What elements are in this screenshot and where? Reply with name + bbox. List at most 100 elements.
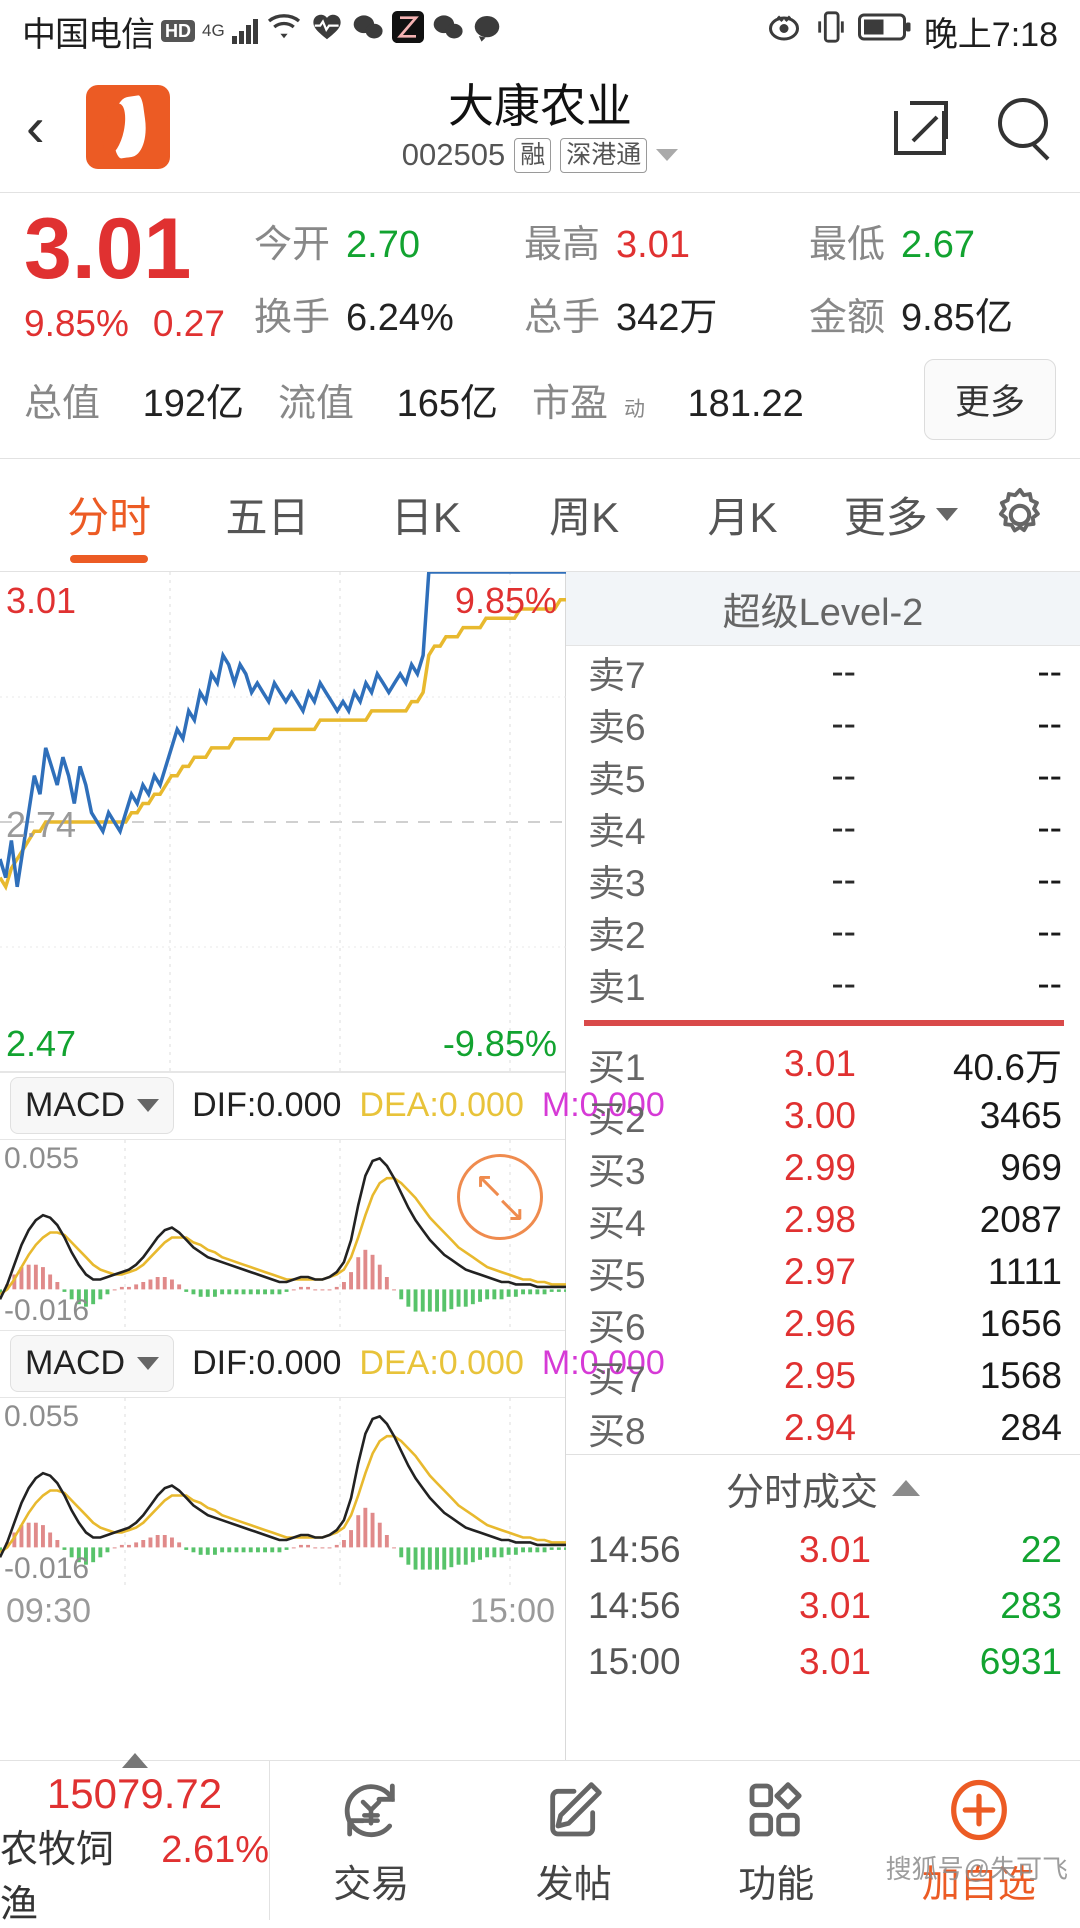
nav-post[interactable]: 发帖 <box>473 1761 676 1920</box>
intraday-chart[interactable]: 3.01 9.85% 2.74 2.47 -9.85% <box>0 572 565 1072</box>
field-low-value: 2.67 <box>901 224 975 267</box>
orderbook-price: 2.97 <box>708 1251 902 1293</box>
expand-chart-button[interactable]: ↖ ↘ <box>457 1154 543 1240</box>
orderbook-volume: 1568 <box>902 1355 1062 1397</box>
level2-header[interactable]: 超级Level-2 <box>566 572 1080 646</box>
chart-label-mid-left: 2.74 <box>6 804 76 846</box>
chevron-down-icon[interactable] <box>656 149 678 161</box>
orderbook-price: -- <box>708 859 902 901</box>
change-absolute: 0.27 <box>153 303 225 345</box>
indicator-select-2[interactable]: MACD <box>10 1335 174 1392</box>
tab-dayk[interactable]: 日K <box>347 484 505 545</box>
macd-dif-1: DIF:0.000 <box>192 1086 341 1125</box>
header-bar: ‹ 大康农业 002505 融 深港通 <box>0 62 1080 192</box>
field-amount-label: 金额 <box>809 286 885 341</box>
field-high-value: 3.01 <box>616 224 690 267</box>
tab-wuri[interactable]: 五日 <box>188 484 346 545</box>
orderbook-row[interactable]: 卖5---- <box>566 750 1080 802</box>
orderbook-volume: -- <box>902 911 1062 953</box>
vibrate-icon <box>816 10 846 53</box>
tab-weekk[interactable]: 周K <box>505 484 663 545</box>
quote-price-block: 3.01 9.85% 0.27 <box>24 209 244 345</box>
orderbook-level: 买2 <box>588 1089 708 1143</box>
deal-volume: 283 <box>912 1585 1062 1627</box>
orderbook-row[interactable]: 卖7---- <box>566 646 1080 698</box>
sector-index-value: 15079.72 <box>47 1770 222 1818</box>
orderbook-level: 买5 <box>588 1245 708 1299</box>
macd-ybot-1: -0.016 <box>4 1294 89 1328</box>
orderbook-price: -- <box>708 703 902 745</box>
field-pe-value: 181.22 <box>688 383 804 426</box>
time-axis: 09:30 15:00 <box>0 1588 565 1631</box>
share-icon[interactable] <box>894 99 950 155</box>
tab-more[interactable]: 更多 <box>822 484 980 545</box>
nav-trade[interactable]: 交易 <box>270 1761 473 1920</box>
trade-yuan-icon <box>339 1773 403 1847</box>
gear-icon[interactable] <box>990 486 1050 544</box>
deal-time: 14:56 <box>588 1529 758 1571</box>
chart-label-bottom-left: 2.47 <box>6 1023 76 1065</box>
more-button[interactable]: 更多 <box>924 359 1056 440</box>
main-content: 3.01 9.85% 2.74 2.47 -9.85% MACD DIF:0.0… <box>0 571 1080 1841</box>
nav-add-watchlist[interactable]: 加自选 <box>878 1761 1080 1920</box>
quote-row-1: 今开 2.70 最高 3.01 最低 2.67 <box>254 213 1056 268</box>
capcut-icon <box>392 11 424 52</box>
app-logo <box>86 85 170 169</box>
orderbook-price: -- <box>708 963 902 1005</box>
nav-functions[interactable]: 功能 <box>675 1761 878 1920</box>
triangle-up-icon <box>122 1753 148 1768</box>
orderbook-row[interactable]: 卖2---- <box>566 906 1080 958</box>
status-bar: 中国电信 HD 4G 晚上7:18 <box>0 0 1080 62</box>
search-icon[interactable] <box>996 98 1054 156</box>
tab-fenshi-label: 分时 <box>67 494 151 541</box>
sector-index-change: 2.61% <box>161 1829 269 1872</box>
tab-fenshi[interactable]: 分时 <box>30 484 188 545</box>
tag-connect: 深港通 <box>560 138 647 173</box>
signal-bars-icon <box>232 18 258 44</box>
network-label: 4G <box>202 21 225 41</box>
orderbook-row[interactable]: 卖1---- <box>566 958 1080 1010</box>
orderbook-row[interactable]: 卖3---- <box>566 854 1080 906</box>
field-marketcap-label: 总值 <box>24 372 100 427</box>
orderbook-volume: -- <box>902 859 1062 901</box>
macd-dea-2: DEA:0.000 <box>359 1344 523 1383</box>
field-floatcap-value: 165亿 <box>397 372 498 427</box>
orderbook-volume: -- <box>902 963 1062 1005</box>
orderbook-volume: 1111 <box>902 1251 1062 1293</box>
time-deal-header[interactable]: 分时成交 <box>566 1454 1080 1522</box>
stock-code: 002505 <box>402 137 505 173</box>
status-left: 中国电信 HD 4G <box>22 7 502 56</box>
tab-monthk[interactable]: 月K <box>663 484 821 545</box>
sector-index[interactable]: 15079.72 农牧饲渔 2.61% <box>0 1761 270 1920</box>
header-actions <box>894 98 1054 156</box>
chat-bubble-icon <box>472 12 502 51</box>
tab-active-underline <box>70 555 148 563</box>
orderbook-price: 2.94 <box>708 1407 902 1449</box>
tab-more-label: 更多 <box>844 484 928 545</box>
orderbook-row[interactable]: 卖4---- <box>566 802 1080 854</box>
orderbook-volume: -- <box>902 651 1062 693</box>
orderbook-level: 卖1 <box>588 957 708 1011</box>
orderbook-row[interactable]: 卖6---- <box>566 698 1080 750</box>
orderbook-price: 2.99 <box>708 1147 902 1189</box>
field-pe-sup: 动 <box>624 393 645 423</box>
deal-price: 3.01 <box>758 1641 912 1683</box>
hd-badge: HD <box>161 20 195 42</box>
indicator-select-1[interactable]: MACD <box>10 1077 174 1134</box>
wechat-icon <box>351 12 385 51</box>
field-pe: 市盈动 181.22 <box>532 372 804 427</box>
macd-chart-2[interactable]: 0.055 -0.016 <box>0 1398 565 1588</box>
back-button[interactable]: ‹ <box>26 99 78 155</box>
macd-chart-1[interactable]: 0.055 -0.016 ↖ ↘ <box>0 1140 565 1330</box>
